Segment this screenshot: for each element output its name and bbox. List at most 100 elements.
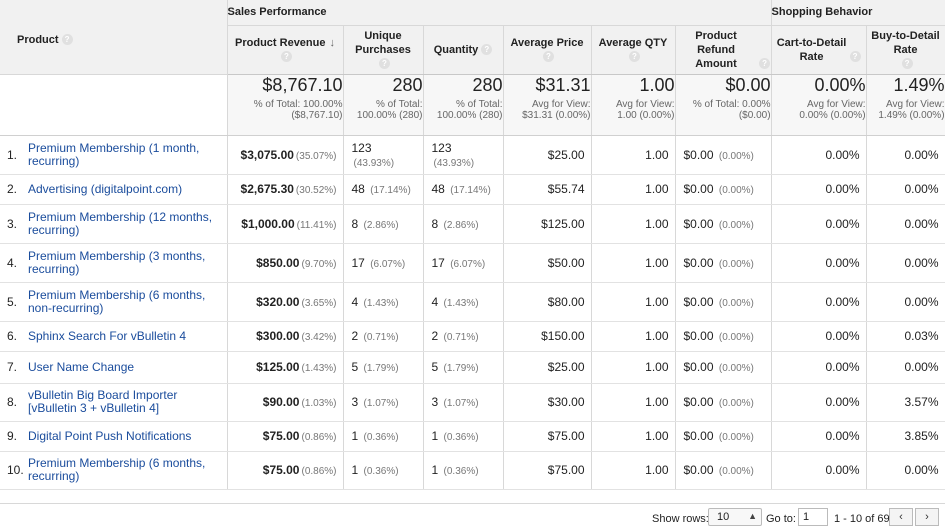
quantity-cell: 2 (0.71%) (423, 321, 504, 352)
product-link[interactable]: Advertising (digitalpoint.com) (26, 174, 228, 205)
row-index: 10. (0, 451, 26, 490)
help-icon[interactable]: ? (481, 44, 493, 56)
table-row: 4. Premium Membership (3 months, recurrin… (0, 243, 945, 283)
cart-to-detail-cell: 0.00% (771, 451, 867, 490)
product-link[interactable]: Premium Membership (3 months, recurring) (26, 243, 228, 283)
refund-percent: (0.00%) (718, 185, 754, 196)
refund-value: $0.00 (683, 182, 714, 196)
average-price-cell: $125.00 (503, 204, 592, 244)
unique-purchases-cell: 2 (0.71%) (343, 321, 424, 352)
product-link[interactable]: vBulletin Big Board Importer [vBulletin … (26, 383, 228, 422)
totals-sub: % of Total: 0.00% (692, 98, 771, 110)
show-rows-select[interactable]: 10 ▲ (708, 508, 762, 526)
product-link[interactable]: Premium Membership (12 months, recurring… (26, 204, 228, 244)
column-header-average-qty[interactable]: Average QTY? (591, 25, 676, 75)
qty-percent: (6.07%) (450, 258, 486, 270)
table-row: 8. vBulletin Big Board Importer [vBulleti… (0, 383, 945, 422)
help-icon[interactable]: ? (629, 51, 640, 63)
totals-sub: 1.00 (0.00%) (617, 109, 675, 121)
refund-value: $0.00 (683, 294, 714, 309)
qty-value: 1 (431, 463, 439, 477)
column-label: Cart-to-Detail Rate (776, 36, 847, 63)
row-index: 7. (0, 351, 26, 384)
product-link[interactable]: Premium Membership (6 months, recurring) (26, 451, 228, 490)
average-price-cell: $150.00 (503, 321, 592, 352)
prev-page-button[interactable]: ‹ (889, 508, 913, 526)
product-link[interactable]: Digital Point Push Notifications (26, 421, 228, 452)
product-link[interactable]: Sphinx Search For vBulletin 4 (26, 321, 228, 352)
column-header-quantity[interactable]: Quantity? (423, 25, 504, 75)
report-table: Product? Sales Performance Shopping Beha… (0, 0, 945, 490)
qty-percent: (0.71%) (443, 332, 479, 343)
column-header-buy-to-detail-rate[interactable]: Buy-to-Detail Rate? (866, 25, 945, 75)
product-link[interactable]: Premium Membership (6 months, non-recurr… (26, 282, 228, 322)
sort-descending-arrow-icon[interactable]: ↓ (329, 36, 335, 49)
help-icon[interactable]: ? (61, 34, 73, 46)
average-price-cell: $80.00 (503, 282, 592, 322)
refund-percent: (0.00%) (718, 363, 754, 374)
unique-percent: (0.36%) (363, 466, 399, 477)
unique-value: 1 (351, 463, 359, 477)
row-index: 1. (0, 135, 26, 175)
cart-to-detail-cell: 0.00% (771, 351, 867, 384)
unique-percent: (1.07%) (363, 398, 399, 409)
cart-to-detail-cell: 0.00% (771, 383, 867, 422)
product-link[interactable]: Premium Membership (1 month, recurring) (26, 135, 228, 175)
help-icon[interactable]: ? (759, 58, 771, 70)
refund-value: $0.00 (683, 463, 714, 477)
column-label: Buy-to-Detail Rate (871, 29, 940, 56)
unique-percent: (2.86%) (363, 219, 399, 231)
totals-value: 0.00% (814, 74, 866, 95)
refund-percent: (0.00%) (718, 150, 754, 162)
qty-value: 17 (431, 255, 445, 270)
totals-cell: 280 % of Total: 100.00% (280) (343, 74, 424, 136)
unique-percent: (1.43%) (363, 297, 399, 309)
help-icon[interactable]: ? (849, 51, 861, 63)
revenue-value: $2,675.30 (240, 182, 294, 196)
totals-sub: % of Total: (455, 98, 503, 110)
unique-percent: (0.36%) (363, 432, 399, 443)
revenue-percent: (11.41%) (296, 219, 337, 231)
average-price-cell: $25.00 (503, 135, 592, 175)
column-label: Average QTY (598, 36, 668, 49)
column-header-product-revenue[interactable]: Product Revenue ↓? (227, 25, 344, 75)
unique-percent: (0.71%) (363, 332, 399, 343)
totals-sub: 0.00% (0.00%) (799, 109, 866, 121)
unique-purchases-cell: 1 (0.36%) (343, 421, 424, 452)
totals-value: 1.49% (893, 74, 945, 95)
column-header-cart-to-detail-rate[interactable]: Cart-to-Detail Rate? (771, 25, 867, 75)
unique-percent: (17.14%) (370, 185, 411, 196)
goto-input[interactable]: 1 (798, 508, 828, 526)
unique-purchases-cell: 1 (0.36%) (343, 451, 424, 490)
refund-value: $0.00 (683, 429, 714, 443)
qty-percent: (1.79%) (443, 363, 479, 374)
average-price-cell: $30.00 (503, 383, 592, 422)
average-qty-cell: 1.00 (591, 204, 676, 244)
cart-to-detail-cell: 0.00% (771, 321, 867, 352)
help-icon[interactable]: ? (543, 51, 554, 63)
unique-value: 2 (351, 329, 359, 343)
column-header-average-price[interactable]: Average Price? (503, 25, 592, 75)
quantity-cell: 123 (43.93%) (423, 135, 504, 175)
help-icon[interactable]: ? (281, 51, 292, 63)
product-column-header[interactable]: Product? (0, 0, 228, 75)
pagination-bar: Show rows: 10 ▲ Go to: 1 1 - 10 of 69 ‹ › (0, 503, 945, 531)
cart-to-detail-cell: 0.00% (771, 243, 867, 283)
qty-percent: (1.43%) (443, 297, 479, 309)
unique-purchases-cell: 123 (43.93%) (343, 135, 424, 175)
revenue-cell: $90.00 (1.03%) (227, 383, 344, 422)
product-link[interactable]: User Name Change (26, 351, 228, 384)
column-header-product-refund-amount[interactable]: Product Refund Amount? (675, 25, 772, 75)
next-page-button[interactable]: › (915, 508, 939, 526)
buy-to-detail-cell: 0.00% (866, 282, 945, 322)
revenue-percent: (0.86%) (301, 432, 337, 443)
help-icon[interactable]: ? (901, 58, 913, 70)
totals-sub: Avg for View: (885, 98, 945, 110)
column-header-unique-purchases[interactable]: Unique Purchases? (343, 25, 424, 75)
average-qty-cell: 1.00 (591, 421, 676, 452)
help-icon[interactable]: ? (379, 58, 390, 70)
unique-value: 5 (351, 360, 359, 374)
cart-to-detail-cell: 0.00% (771, 204, 867, 244)
buy-to-detail-cell: 0.00% (866, 174, 945, 205)
qty-value: 123 (431, 140, 452, 155)
